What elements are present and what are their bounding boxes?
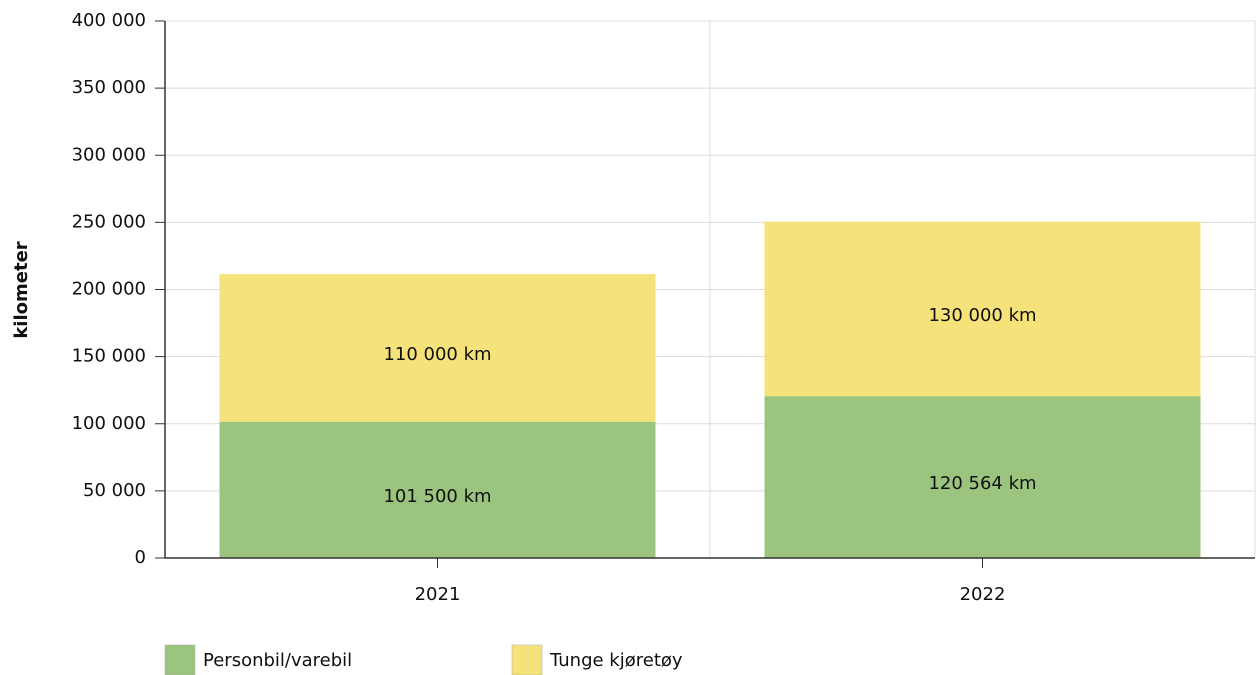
data-label: 120 564 km (928, 473, 1036, 494)
legend-label: Tunge kjøretøy (549, 650, 683, 671)
data-label: 110 000 km (383, 344, 491, 365)
y-tick-label: 50 000 (83, 480, 146, 501)
legend-swatch (164, 644, 196, 675)
y-tick-label: 150 000 (72, 346, 146, 367)
x-tick-label: 2021 (415, 584, 461, 605)
y-tick-label: 200 000 (72, 279, 146, 300)
y-tick-label: 100 000 (72, 413, 146, 434)
bar-segment (219, 274, 656, 422)
bar-segment (764, 396, 1201, 558)
y-axis-title: kilometer (11, 241, 32, 338)
y-tick-label: 250 000 (72, 211, 146, 232)
legend-swatch (511, 644, 543, 675)
x-tick-label: 2022 (960, 584, 1006, 605)
legend-label: Personbil/varebil (203, 650, 352, 671)
y-tick-label: 300 000 (72, 144, 146, 165)
bar-segment (219, 421, 656, 558)
data-label: 130 000 km (928, 305, 1036, 326)
bar-segment (764, 221, 1201, 397)
y-tick-label: 0 (135, 547, 146, 568)
y-tick-label: 400 000 (72, 10, 146, 31)
y-tick-label: 350 000 (72, 77, 146, 98)
data-label: 101 500 km (383, 486, 491, 507)
